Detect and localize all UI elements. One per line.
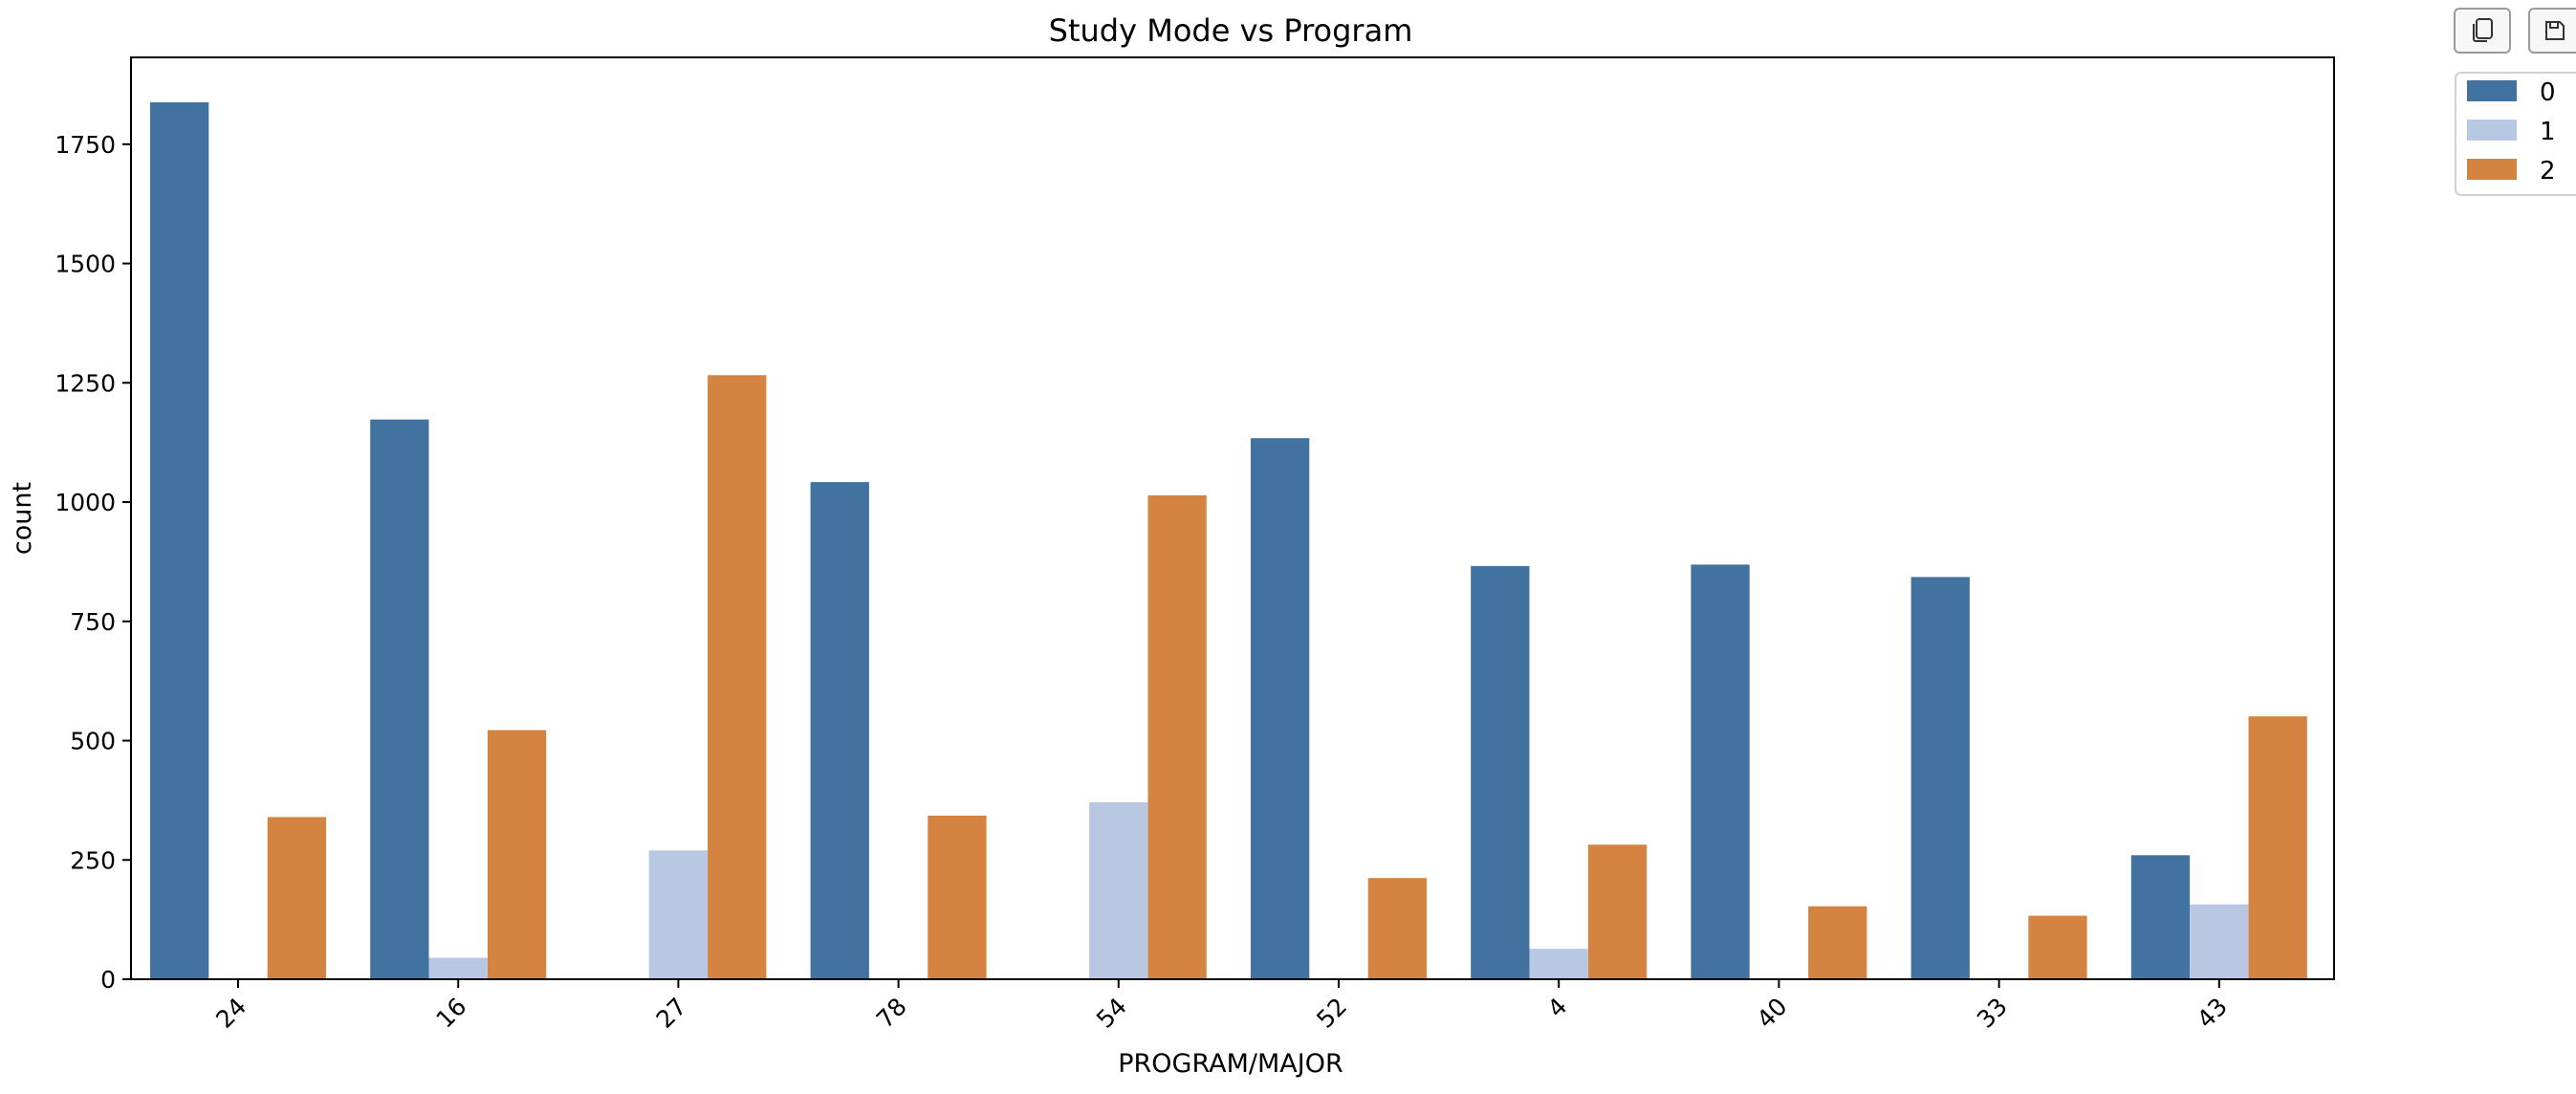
bar [1471,565,1530,979]
x-tick-label: 54 [1091,993,1132,1034]
bar [2130,855,2191,979]
bars-layer [150,101,2307,980]
y-tick-label: 1500 [55,251,116,278]
x-tick-label: 40 [1752,993,1793,1034]
bar [1251,438,1310,979]
y-tick-label: 250 [70,846,116,874]
y-tick-label: 1250 [55,369,116,397]
y-tick-label: 500 [70,728,116,755]
bar [2248,716,2307,979]
y-tick-label: 0 [100,966,116,994]
legend-swatch [2467,120,2517,141]
bar [1808,906,1867,979]
y-axis: 0 250 500 750 1000 1250 1500 1750 [55,131,131,994]
bar [2190,904,2249,979]
bar [370,419,429,979]
x-tick-label: 33 [1972,993,2013,1034]
bar [1910,577,1970,979]
x-tick-label: 4 [1542,993,1573,1023]
y-axis-label: count [8,482,37,555]
legend-swatch [2467,80,2517,101]
copy-button[interactable] [2454,8,2511,54]
bar [2028,915,2087,979]
legend-swatch [2467,159,2517,180]
save-button[interactable] [2528,8,2576,54]
legend: 0 1 2 [2455,72,2576,196]
legend-label: 2 [2540,157,2556,186]
x-tick-label: 16 [430,993,471,1034]
bar [708,375,767,979]
x-tick-label: 24 [210,993,251,1034]
bar [648,850,708,979]
x-tick-label: 43 [2192,993,2233,1034]
bar [1089,801,1148,979]
x-axis: 24 16 27 78 54 52 4 40 33 43 [210,979,2233,1034]
legend-label: 0 [2540,78,2556,107]
bar [487,730,547,979]
x-tick-label: 78 [871,993,912,1034]
bar [267,817,326,979]
copy-icon [2473,18,2493,42]
x-tick-label: 27 [651,993,692,1034]
bar [1587,844,1648,979]
legend-label: 1 [2540,118,2556,146]
x-axis-label: PROGRAM/MAJOR [1118,1049,1343,1079]
bar [428,957,488,979]
x-tick-label: 52 [1311,993,1352,1034]
chart-title: Study Mode vs Program [1049,12,1413,49]
bar [810,482,869,980]
bar [1367,878,1427,979]
bar [1147,495,1207,979]
bar [150,101,209,979]
bar [928,815,987,979]
y-tick-label: 1750 [55,131,116,159]
bar [1529,949,1588,979]
plot-frame [130,56,2335,980]
bar [1691,564,1750,979]
y-tick-label: 1000 [55,489,116,516]
y-tick-label: 750 [70,608,116,636]
save-icon [2545,21,2565,40]
